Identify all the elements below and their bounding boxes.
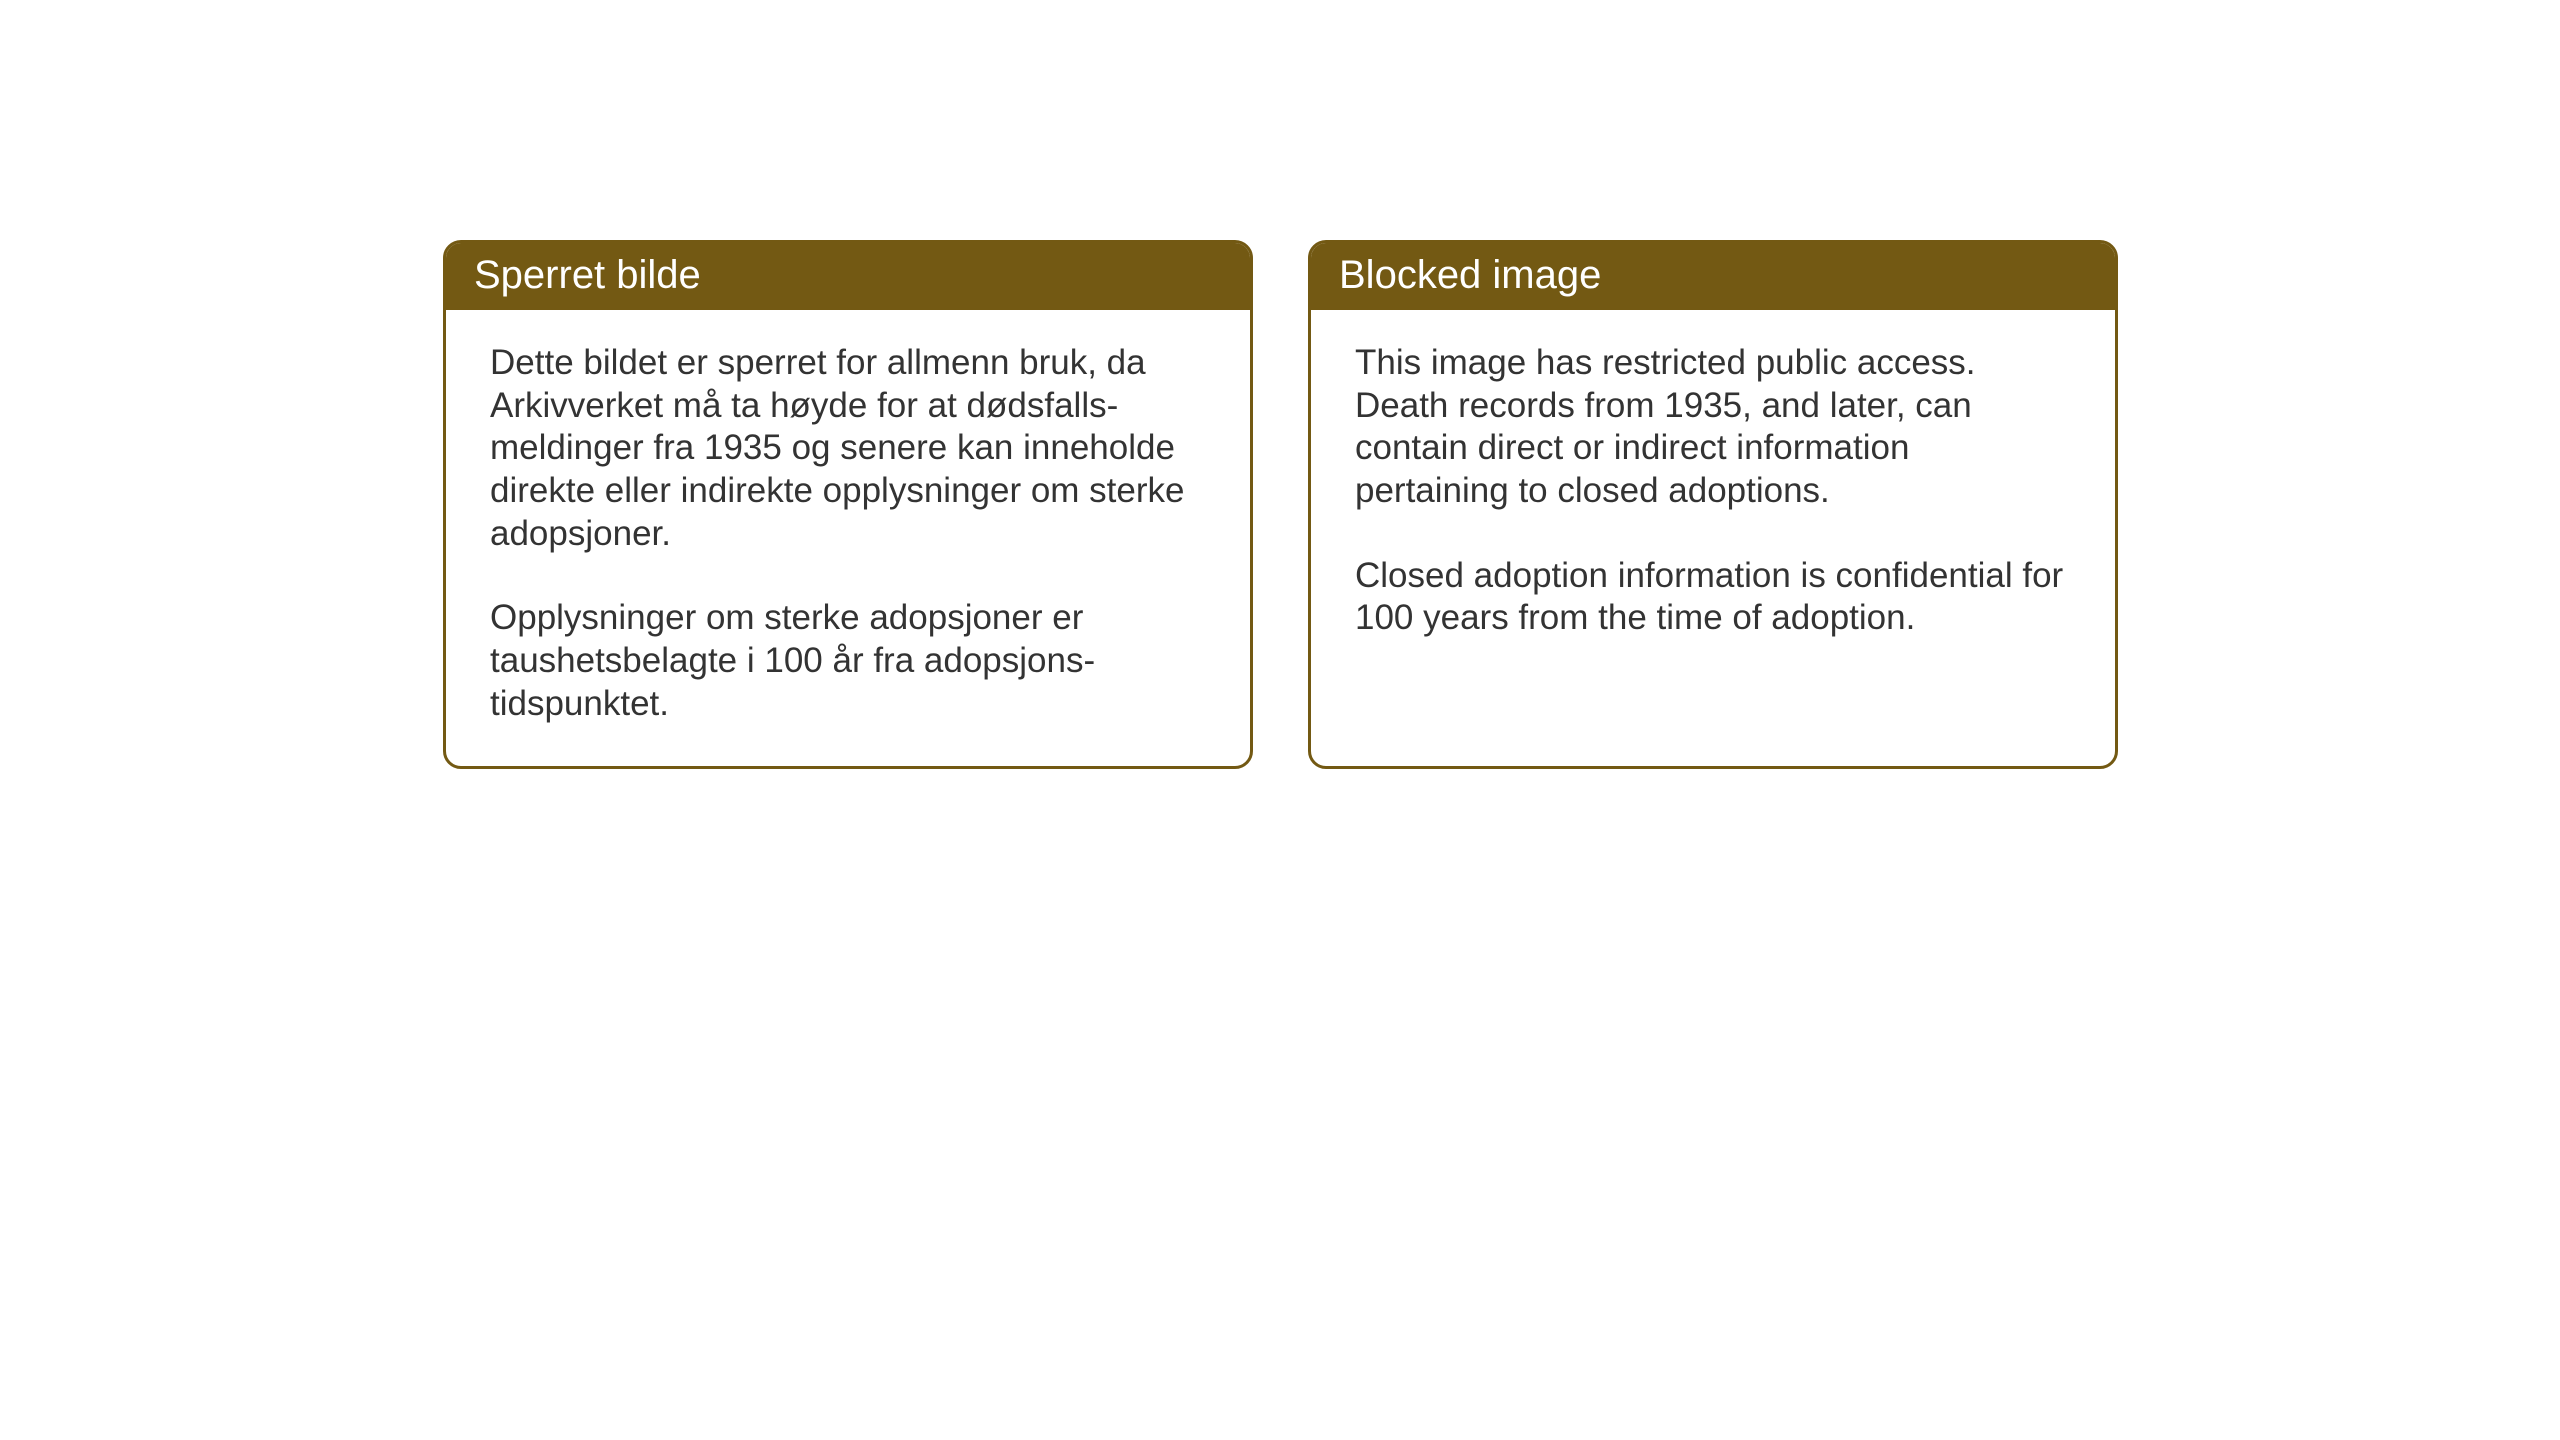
card-paragraph-english-1: This image has restricted public access.… — [1355, 342, 2071, 513]
info-card-norwegian: Sperret bilde Dette bildet er sperret fo… — [443, 240, 1253, 769]
info-card-english: Blocked image This image has restricted … — [1308, 240, 2118, 769]
card-paragraph-norwegian-1: Dette bildet er sperret for allmenn bruk… — [490, 342, 1206, 555]
card-body-norwegian: Dette bildet er sperret for allmenn bruk… — [446, 310, 1250, 766]
card-paragraph-norwegian-2: Opplysninger om sterke adopsjoner er tau… — [490, 597, 1206, 725]
card-paragraph-english-2: Closed adoption information is confident… — [1355, 555, 2071, 640]
info-cards-container: Sperret bilde Dette bildet er sperret fo… — [443, 240, 2118, 769]
card-header-norwegian: Sperret bilde — [446, 243, 1250, 310]
card-body-english: This image has restricted public access.… — [1311, 310, 2115, 750]
card-header-english: Blocked image — [1311, 243, 2115, 310]
